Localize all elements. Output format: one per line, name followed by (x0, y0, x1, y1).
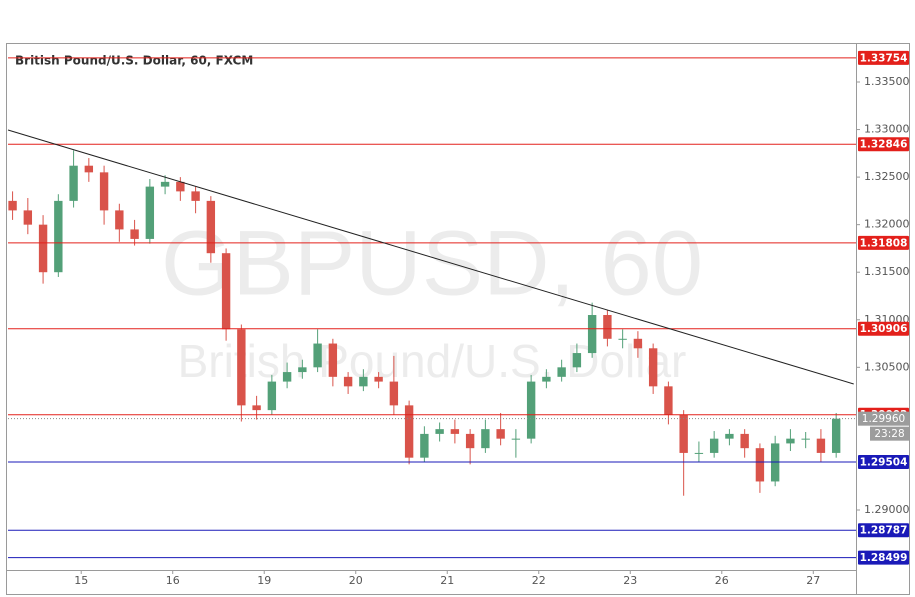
candle-body (343, 376, 353, 387)
candle-body (84, 165, 94, 173)
candle-body (618, 338, 627, 340)
candle-body (313, 343, 322, 368)
x-tick-label: 15 (74, 574, 88, 587)
level-label-box (858, 550, 909, 565)
candle-body (359, 376, 368, 387)
candle-body (420, 433, 429, 458)
candle-body (252, 405, 261, 411)
x-tick-label: 19 (257, 574, 271, 587)
y-tick-label: 1.33500 (864, 75, 910, 88)
candle-body (709, 438, 719, 453)
candle-body (267, 381, 277, 411)
y-tick-label: 1.32000 (864, 218, 910, 231)
level-label: 1.31808 (860, 237, 908, 249)
candle-body (8, 200, 17, 211)
candle-body (69, 165, 78, 201)
candle-body (99, 172, 109, 211)
candle-body (206, 200, 216, 254)
x-tick-label: 21 (440, 574, 454, 587)
candle-body (145, 186, 155, 239)
y-tick-label: 1.33000 (864, 123, 910, 136)
candle-body (38, 224, 48, 273)
candle-body (633, 338, 643, 349)
x-tick-label: 20 (349, 574, 363, 587)
level-label-box (858, 235, 909, 250)
candle-body (298, 367, 307, 373)
candle-body (435, 429, 444, 434)
candle-body (786, 438, 795, 444)
candle-body (816, 438, 826, 453)
candle-body (23, 210, 33, 225)
candle-body (587, 315, 597, 354)
candle-body (526, 381, 536, 439)
candle-body (221, 253, 231, 330)
watermark-subtitle: British Pound/U.S. Dollar (178, 335, 687, 387)
candle-body (694, 452, 704, 454)
candle-body (389, 381, 399, 406)
y-tick-label: 1.32500 (864, 170, 910, 183)
level-label-box (858, 137, 909, 152)
candle-body (404, 405, 414, 458)
countdown-label: 23:28 (874, 428, 904, 440)
plot-area (8, 150, 841, 496)
trendline (7, 129, 854, 385)
level-label: 1.29504 (860, 457, 908, 469)
candle-body (740, 433, 749, 449)
level-label: 1.33754 (860, 52, 908, 64)
candle-body (725, 433, 734, 439)
candle-body (130, 229, 139, 239)
candle-body (679, 414, 688, 453)
candle-body (450, 429, 460, 434)
x-tick-label: 22 (532, 574, 546, 587)
candle-body (831, 418, 841, 453)
watermark-group: GBPUSD, 60 British Pound/U.S. Dollar (161, 212, 703, 387)
candle-body (328, 343, 338, 377)
countdown-box (870, 426, 909, 441)
candle-body (801, 438, 810, 440)
candle-body (496, 429, 505, 439)
candle-body (755, 448, 765, 482)
candle-body (542, 376, 551, 382)
level-label-box (858, 455, 909, 470)
candle-body (160, 181, 170, 187)
watermark: GBPUSD, 60 (161, 212, 703, 314)
level-label: 1.28499 (860, 552, 908, 564)
candle-body (54, 200, 63, 273)
x-tick-label: 27 (806, 574, 820, 587)
candle-body (237, 329, 246, 406)
x-tick-label: 16 (166, 574, 180, 587)
candle-body (465, 433, 475, 449)
candle-body (603, 315, 612, 339)
candle-body (648, 348, 658, 387)
level-label: 1.28787 (860, 525, 908, 537)
candle-body (481, 429, 490, 449)
candle-body (374, 376, 383, 382)
level-label-box (858, 321, 909, 336)
y-tick-label: 1.29000 (864, 503, 910, 516)
x-tick-label: 26 (715, 574, 729, 587)
level-label: 1.30906 (860, 323, 908, 335)
candle-body (572, 353, 582, 368)
level-label-box (858, 523, 909, 538)
candle-body (176, 181, 185, 192)
x-tick-label: 23 (623, 574, 637, 587)
level-label-box (858, 50, 909, 65)
candle-body (664, 386, 673, 415)
candle-body (511, 438, 521, 440)
candle-body (115, 210, 124, 230)
y-tick-label: 1.30500 (864, 360, 910, 373)
candle-body (191, 191, 200, 201)
candle-body (282, 372, 292, 382)
last-price-label: 1.29960 (862, 413, 905, 425)
chart-frame (6, 43, 910, 595)
y-tick-label: 1.31500 (864, 265, 910, 278)
last-price-box (858, 411, 909, 426)
candle-body (557, 367, 566, 377)
chart-title: British Pound/U.S. Dollar, 60, FXCM (15, 54, 253, 68)
level-label: 1.32846 (860, 139, 908, 151)
